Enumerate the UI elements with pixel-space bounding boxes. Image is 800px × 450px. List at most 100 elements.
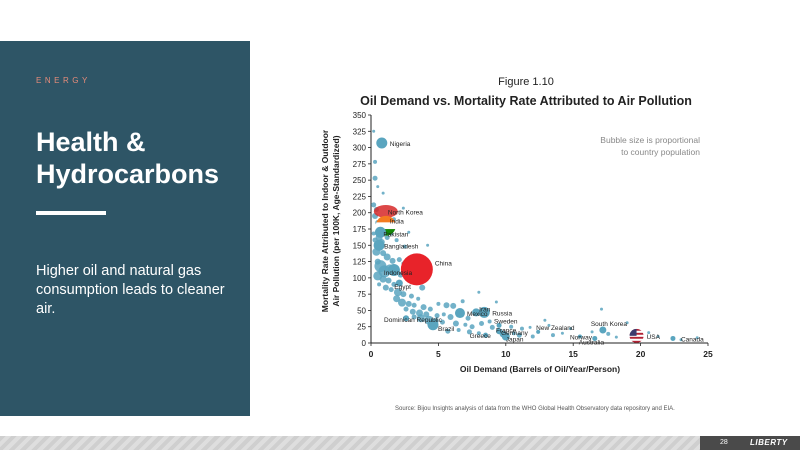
bubble-36 [393,288,402,297]
bubble-15 [402,244,407,249]
bubble-71 [528,325,532,329]
x-tick-label-15: 15 [568,349,578,359]
bubble-pakistan [374,226,386,238]
usa-stripe-6 [629,340,644,343]
bubble-australia [592,335,598,341]
panel-title: Health & Hydrocarbons [36,127,220,189]
bubble-usa [629,328,644,343]
bubble-30 [385,277,392,284]
india-band-2 [375,222,396,230]
point-label-iran: Iran [479,306,491,313]
bubble-39 [416,296,421,301]
bubble-norway [577,334,582,339]
bubble-82 [590,330,594,334]
point-label-canada: Canada [681,336,704,343]
usa-stripe-4 [629,336,644,339]
y-axis-label-line1: Mortality Rate Attributed to Indoor & Ou… [320,129,330,312]
bubble-90 [600,307,604,311]
panel-body: Higher oil and natural gas consumption l… [36,263,225,317]
y-tick-label-100: 100 [353,274,367,283]
bubble-indonesia [387,264,400,277]
x-tick-label-25: 25 [703,349,713,359]
bubble-34 [382,284,389,291]
bubble-dominican-republic [403,315,410,322]
bubble-2 [372,175,378,181]
bubble-65 [469,324,475,330]
usa-canton [629,328,637,336]
bubble-33 [377,282,382,287]
point-label-north-korea: North Korea [388,209,423,216]
usa-stripe-3 [629,334,644,337]
point-label-australia: Australia [579,339,605,346]
point-label-pakistan: Pakistan [383,231,408,238]
y-tick-label-150: 150 [353,241,367,250]
y-tick-label-200: 200 [353,209,367,218]
bubble-18 [383,253,391,261]
bubble-58 [411,314,417,320]
bubble-42 [405,300,412,307]
bubble-78 [516,332,522,338]
bubble-73 [445,328,451,334]
bubble-37 [400,291,407,298]
bubble-63 [452,320,459,327]
bubble-76 [476,331,481,336]
bubble-93 [494,300,498,304]
bubble-4 [371,202,377,208]
bubble-53 [423,311,430,318]
y-tick-label-250: 250 [353,176,367,185]
bubble-north-korea [373,205,398,218]
bubble-14 [394,238,399,243]
usa-stripe-1 [629,330,644,333]
bubble-sweden [496,322,502,328]
bubble-21 [396,257,402,263]
bubble-mexico [454,308,465,319]
bubble-41 [398,298,407,307]
india-band-1 [375,215,396,223]
bubble-91 [625,321,629,325]
y-tick-label-125: 125 [353,258,367,267]
bubble-29 [379,275,387,283]
bubble-99 [407,230,411,234]
bubble-19 [389,257,396,264]
bubble-62 [439,319,445,325]
bubble-97 [401,206,405,210]
bubble-egypt [395,279,403,287]
bubble-12 [384,234,390,240]
point-label-south-korea: South Korea [591,321,628,328]
bubble-47 [443,302,450,309]
bubble-32 [419,284,426,291]
bubble-64 [463,322,468,327]
y-tick-label-300: 300 [353,144,367,153]
section-kicker: ENERGY [36,76,91,85]
point-label-sweden: Sweden [494,318,518,325]
point-label-germany: Germany [501,330,528,337]
bubble-japan [501,332,510,341]
bubble-74 [456,327,461,332]
bubble-98 [381,191,385,195]
point-labels: Nigeria North Korea India Pakistan Banglades… [383,141,704,346]
bubble-iran [472,308,481,317]
y-axis-label-line2: Air Pollution (per 100K, Age-Standardize… [331,135,341,306]
bubble-49 [460,299,465,304]
x-tick-label-20: 20 [636,349,646,359]
point-label-china: China [435,260,452,267]
bubble-8 [371,231,376,236]
bubble-35 [388,287,394,293]
bubble-94 [477,290,481,294]
bubble-new-zealand [536,329,541,334]
footer-strip [0,436,800,450]
top-bar [0,0,800,41]
bubble-note-line2: to country population [621,147,700,157]
liberty-logo: LIBERTY [750,438,788,447]
bubble-46 [436,301,441,306]
bubble-83 [606,331,611,336]
bubble-china [400,253,433,286]
point-label-brazil: Brazil [438,326,455,333]
bubble-brazil [427,319,439,331]
y-tick-label-275: 275 [353,160,367,169]
bubble-canada [670,335,676,341]
point-label-new-zealand: New Zealand [536,325,575,332]
figure-label: Figure 1.10 [498,76,554,88]
y-tick-label-25: 25 [357,323,366,332]
bubble-77 [511,331,516,336]
